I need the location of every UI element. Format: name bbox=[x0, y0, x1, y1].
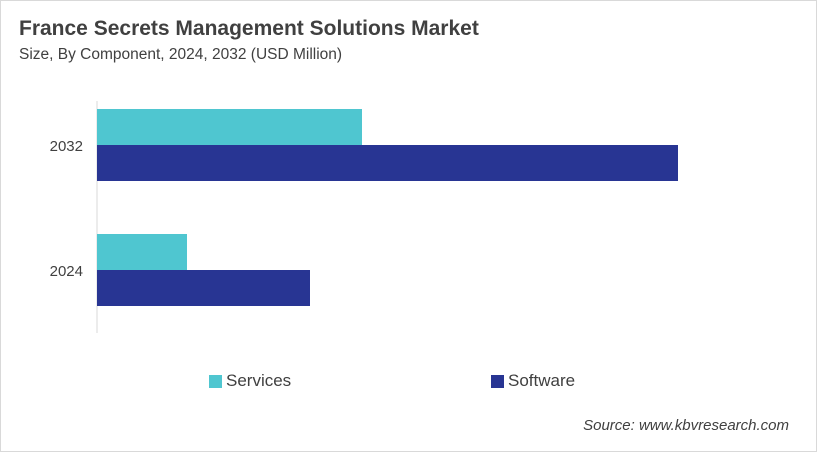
bar-services-2032 bbox=[97, 109, 362, 145]
chart-subtitle: Size, By Component, 2024, 2032 (USD Mill… bbox=[19, 46, 343, 63]
legend-label-services: Services bbox=[226, 371, 292, 390]
y-tick-label-2024: 2024 bbox=[50, 263, 83, 280]
source-note: Source: www.kbvresearch.com bbox=[583, 417, 789, 434]
legend-swatch-services bbox=[209, 374, 222, 388]
legend-swatch-software bbox=[491, 374, 504, 388]
legend-item-software: Software bbox=[491, 371, 575, 391]
bar-software-2032 bbox=[97, 145, 678, 181]
legend-label-software: Software bbox=[508, 371, 576, 390]
y-tick-label-2032: 2032 bbox=[50, 138, 83, 155]
chart-title: France Secrets Management Solutions Mark… bbox=[19, 17, 479, 40]
bar-software-2024 bbox=[97, 270, 310, 306]
bar-services-2024 bbox=[97, 234, 187, 270]
legend-item-services: Services bbox=[209, 371, 291, 391]
